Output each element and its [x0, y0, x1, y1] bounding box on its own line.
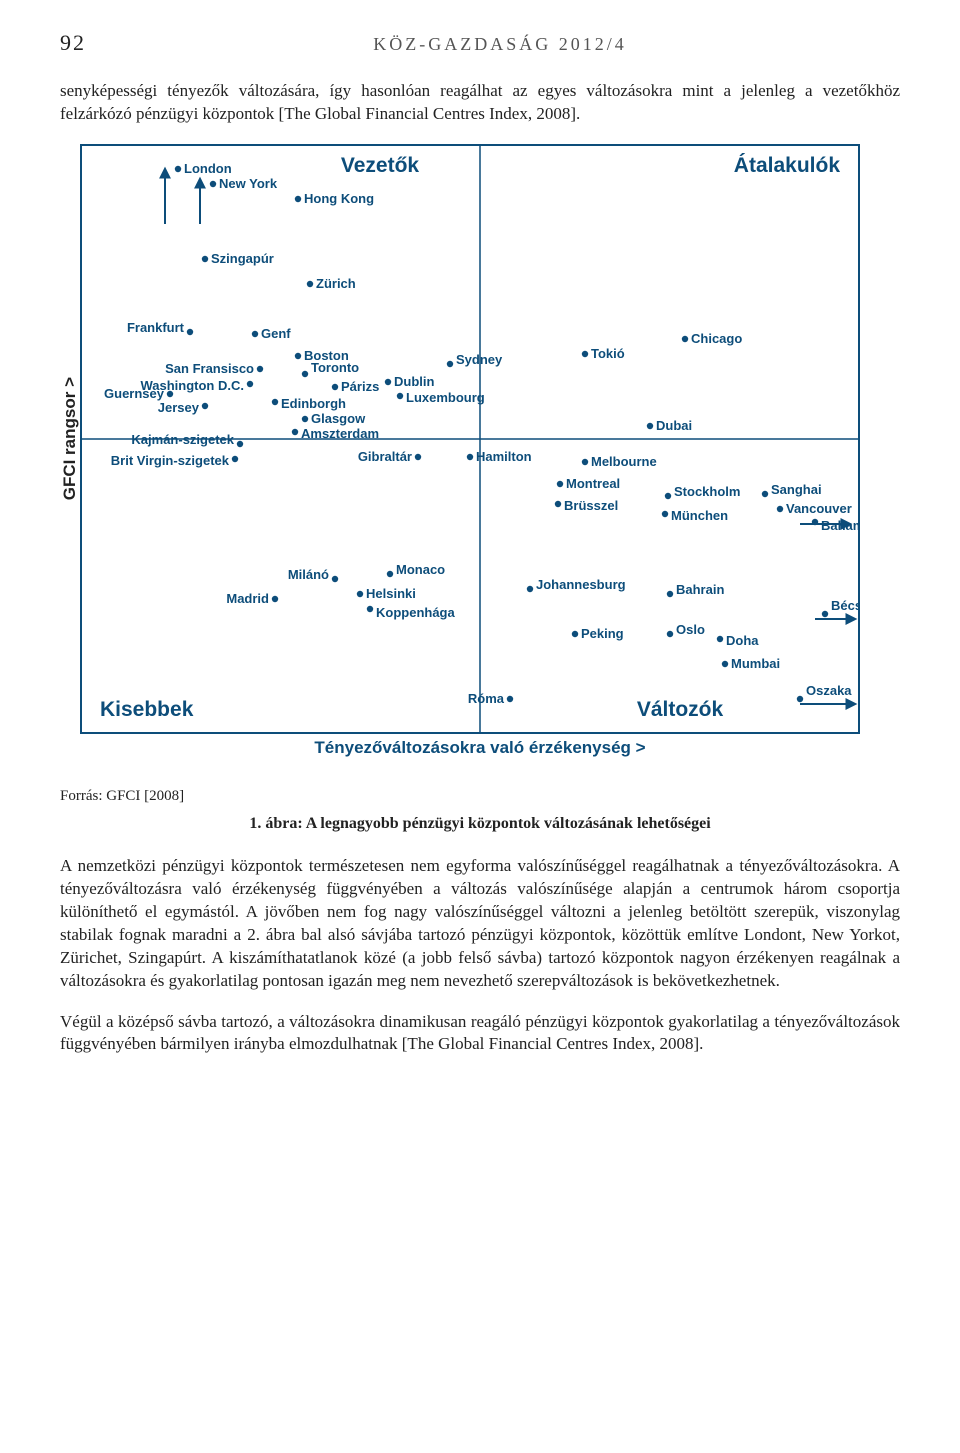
svg-text:Szingapúr: Szingapúr [211, 251, 274, 266]
chart-svg: Vezetők Átalakulók Kisebbek Változók LondonN… [80, 144, 860, 734]
svg-text:Luxembourg: Luxembourg [406, 390, 485, 405]
svg-text:Jersey: Jersey [158, 400, 200, 415]
page-root: 92 KÖZ-GAZDASÁG 2012/4 senyképességi tén… [0, 0, 960, 1124]
svg-text:Vezetők: Vezetők [341, 154, 420, 177]
body-paragraph-1: A nemzetközi pénzügyi központok természe… [60, 855, 900, 993]
svg-text:Bahamák: Bahamák [821, 518, 860, 533]
svg-text:New York: New York [219, 176, 278, 191]
svg-text:Dublin: Dublin [394, 374, 434, 389]
svg-text:Gibraltár: Gibraltár [358, 449, 412, 464]
svg-text:München: München [671, 508, 728, 523]
svg-text:Edinborgh: Edinborgh [281, 396, 346, 411]
svg-text:Sanghai: Sanghai [771, 482, 822, 497]
svg-text:Monaco: Monaco [396, 562, 445, 577]
x-axis-label: Tényezőváltozásokra való érzékenység > [60, 738, 900, 758]
svg-text:Glasgow: Glasgow [311, 411, 366, 426]
svg-text:Toronto: Toronto [311, 360, 359, 375]
svg-text:Hong Kong: Hong Kong [304, 191, 374, 206]
svg-text:San Fransisco: San Fransisco [165, 361, 254, 376]
svg-text:Doha: Doha [726, 633, 759, 648]
journal-title: KÖZ-GAZDASÁG 2012/4 [100, 34, 900, 55]
svg-text:Stockholm: Stockholm [674, 484, 740, 499]
svg-text:Johannesburg: Johannesburg [536, 577, 626, 592]
figure-caption: 1. ábra: A legnagyobb pénzügyi központok… [60, 815, 900, 833]
svg-text:Guernsey: Guernsey [104, 386, 165, 401]
svg-text:Tokió: Tokió [591, 346, 625, 361]
svg-text:Átalakulók: Átalakulók [734, 154, 841, 177]
svg-text:Mumbai: Mumbai [731, 656, 780, 671]
svg-text:Párizs: Párizs [341, 379, 379, 394]
svg-text:Brit Virgin-szigetek: Brit Virgin-szigetek [111, 453, 230, 468]
scatter-chart: Vezetők Átalakulók Kisebbek Változók LondonN… [80, 144, 860, 734]
svg-text:Hamilton: Hamilton [476, 449, 532, 464]
svg-text:Brüsszel: Brüsszel [564, 498, 618, 513]
svg-text:Genf: Genf [261, 326, 291, 341]
svg-text:Chicago: Chicago [691, 331, 742, 346]
svg-text:Kisebbek: Kisebbek [100, 698, 194, 721]
body-paragraph-2: Végül a középső sávba tartozó, a változá… [60, 1011, 900, 1057]
chart-wrap: GFCI rangsor > Vezetők Átalakulók Kisebbek… [60, 144, 900, 758]
chart-outer: GFCI rangsor > Vezetők Átalakulók Kisebbek… [60, 144, 900, 734]
svg-text:London: London [184, 161, 232, 176]
svg-text:Montreal: Montreal [566, 476, 620, 491]
svg-text:Vancouver: Vancouver [786, 501, 852, 516]
svg-text:Helsinki: Helsinki [366, 586, 416, 601]
source-line: Forrás: GFCI [2008] [60, 788, 900, 805]
svg-text:Melbourne: Melbourne [591, 454, 657, 469]
svg-text:Bahrain: Bahrain [676, 582, 724, 597]
svg-text:Frankfurt: Frankfurt [127, 320, 185, 335]
svg-text:Koppenhága: Koppenhága [376, 605, 455, 620]
y-axis-label: GFCI rangsor > [60, 377, 80, 500]
svg-text:Milánó: Milánó [288, 567, 329, 582]
page-header: 92 KÖZ-GAZDASÁG 2012/4 [60, 30, 900, 56]
svg-text:Kajmán-szigetek: Kajmán-szigetek [131, 432, 234, 447]
svg-text:Oszaka: Oszaka [806, 683, 852, 698]
svg-text:Zürich: Zürich [316, 276, 356, 291]
svg-text:Róma: Róma [468, 691, 505, 706]
svg-text:Bécs: Bécs [831, 598, 860, 613]
svg-text:Peking: Peking [581, 626, 624, 641]
svg-text:Amszterdam: Amszterdam [301, 426, 379, 441]
svg-text:Dubai: Dubai [656, 418, 692, 433]
svg-text:Sydney: Sydney [456, 352, 503, 367]
svg-text:Madrid: Madrid [226, 591, 269, 606]
svg-text:Oslo: Oslo [676, 622, 705, 637]
svg-text:Változók: Változók [637, 698, 724, 721]
page-number: 92 [60, 30, 100, 56]
intro-paragraph: senyképességi tényezők változására, így … [60, 80, 900, 126]
